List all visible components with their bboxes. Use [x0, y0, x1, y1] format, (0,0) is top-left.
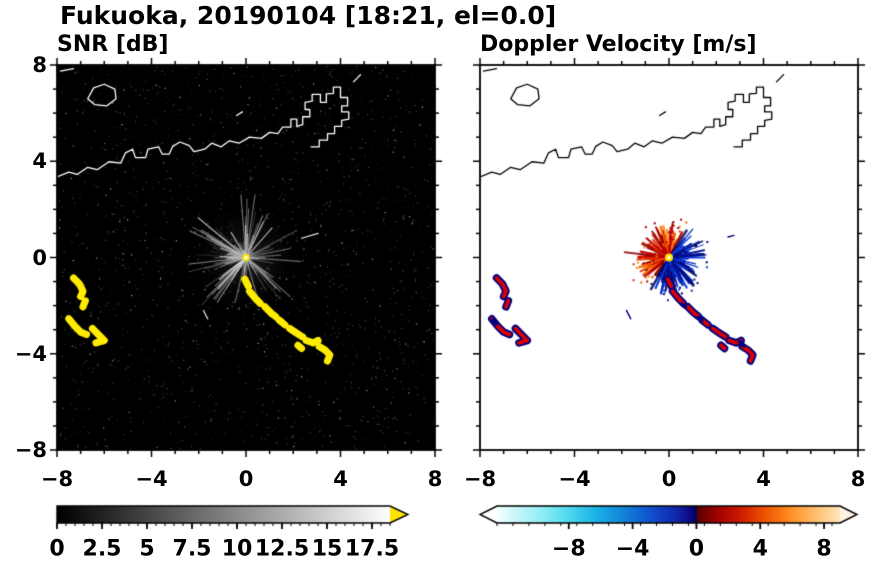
velocity-panel-title: Doppler Velocity [m/s]: [480, 32, 757, 57]
y-axis-tick-label: 4: [32, 149, 47, 174]
y-axis-tick-label: −4: [14, 341, 47, 366]
x-axis-tick-label-velocity: 0: [661, 467, 677, 491]
colorbar-tick-label-snr: 0: [49, 536, 65, 562]
colorbar-tick-label-velocity: −4: [615, 536, 650, 562]
colorbar-tick-label-velocity: −8: [551, 536, 586, 562]
colorbar-tick-label-velocity: 4: [752, 536, 768, 562]
x-axis-tick-label-velocity: 8: [850, 467, 866, 491]
x-axis-tick-label-velocity: −8: [463, 467, 497, 491]
y-axis-tick-label: −8: [14, 438, 47, 462]
x-axis-tick-label-snr: 0: [238, 467, 254, 491]
y-axis-tick-label: 8: [32, 53, 47, 77]
x-axis-tick-label-snr: −4: [135, 467, 168, 491]
x-axis-tick-label-snr: −8: [40, 467, 74, 491]
snr-panel-title: SNR [dB]: [57, 32, 169, 57]
colorbar-tick-label-snr: 12.5: [254, 536, 310, 562]
colorbar-tick-label-snr: 10: [221, 536, 253, 562]
colorbar-tick-label-snr: 5: [139, 536, 155, 562]
x-axis-tick-label-velocity: 4: [756, 467, 771, 491]
figure-title: Fukuoka, 20190104 [18:21, el=0.0]: [60, 1, 557, 30]
x-axis-tick-label-velocity: −4: [558, 467, 591, 491]
x-axis-tick-label-snr: 4: [333, 467, 348, 491]
colorbar-tick-label-velocity: 0: [688, 536, 705, 562]
colorbar-tick-label-snr: 7.5: [172, 536, 212, 562]
colorbar-tick-label-snr: 15: [311, 536, 343, 562]
x-axis-tick-label-snr: 8: [427, 467, 443, 491]
colorbar-tick-label-velocity: 8: [816, 536, 832, 562]
colorbar-tick-label-snr: 2.5: [82, 536, 122, 562]
y-axis-tick-label: 0: [32, 245, 47, 270]
colorbar-tick-label-snr: 17.5: [344, 536, 400, 562]
